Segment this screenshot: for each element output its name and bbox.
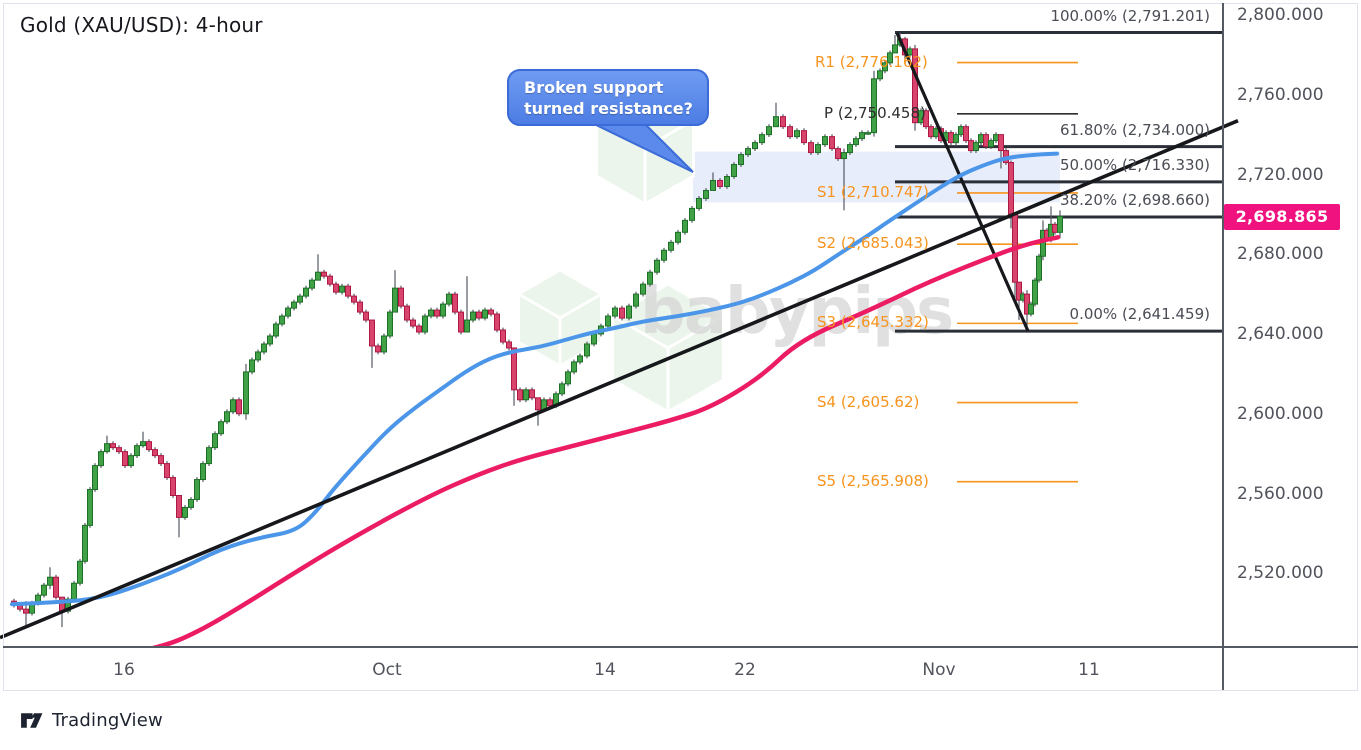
bottom-divider xyxy=(3,690,1358,691)
tradingview-logo-icon xyxy=(21,713,43,728)
time-axis-label: Nov xyxy=(922,660,956,680)
tradingview-attribution[interactable]: TradingView xyxy=(19,708,163,733)
page-title: Gold (XAU/USD): 4-hour xyxy=(20,13,263,37)
price-axis-label: 2,560.000 xyxy=(1237,483,1324,504)
price-axis-label: 2,720.000 xyxy=(1237,164,1324,185)
plot-area[interactable]: babypips xyxy=(10,31,1223,655)
pivot-level-label: S4 (2,605.62) xyxy=(817,392,920,411)
candles-layer xyxy=(11,32,1063,628)
last-price-badge: 2,698.865 xyxy=(1224,203,1340,230)
time-axis-separator xyxy=(3,646,1358,648)
price-axis-label: 2,600.000 xyxy=(1237,403,1324,424)
pivot-level-label: R1 (2,776.162) xyxy=(815,52,928,71)
moving-average-slow[interactable] xyxy=(120,235,1061,655)
price-axis-label: 2,680.000 xyxy=(1237,244,1324,265)
watermark-text: babypips xyxy=(640,275,952,349)
fib-level-label: 100.00% (2,791.201) xyxy=(1050,6,1210,25)
fib-level-label: 0.00% (2,641.459) xyxy=(1069,305,1210,324)
babypips-watermark: babypips xyxy=(516,90,954,414)
pivot-level-label: P (2,750.458) xyxy=(824,103,926,122)
annotation-line2: turned resistance? xyxy=(524,99,693,118)
pivot-level-label: S2 (2,685.043) xyxy=(817,234,929,253)
tradingview-brand-text: TradingView xyxy=(52,710,163,731)
time-axis-label: 14 xyxy=(594,660,616,680)
pivot-level-label: S1 (2,710.747) xyxy=(817,182,929,201)
price-axis-label: 2,640.000 xyxy=(1237,324,1324,344)
trendline-up[interactable] xyxy=(0,119,1239,640)
price-axis-separator xyxy=(1222,3,1224,690)
pivot-level-label: S3 (2,645.332) xyxy=(817,313,929,332)
moving-average-fast[interactable] xyxy=(10,151,1059,607)
time-axis-label: 11 xyxy=(1078,660,1100,680)
time-axis-label: 22 xyxy=(734,660,756,680)
time-axis-label: Oct xyxy=(372,660,402,680)
fib-level-label: 61.80% (2,734.000) xyxy=(1059,120,1210,139)
price-axis-label: 2,800.000 xyxy=(1237,5,1324,25)
annotation-line1: Broken support xyxy=(524,78,664,97)
fib-level-label: 38.20% (2,698.660) xyxy=(1059,191,1210,210)
price-axis-label: 2,520.000 xyxy=(1237,563,1324,584)
price-axis-label: 2,760.000 xyxy=(1237,84,1324,105)
annotation-bubble[interactable]: Broken support turned resistance? xyxy=(507,69,709,126)
pivot-level-label: S5 (2,565.908) xyxy=(817,471,929,490)
time-axis-label: 16 xyxy=(113,660,135,680)
trendline-down[interactable] xyxy=(895,32,1030,332)
fib-level-label: 50.00% (2,716.330) xyxy=(1059,155,1210,174)
